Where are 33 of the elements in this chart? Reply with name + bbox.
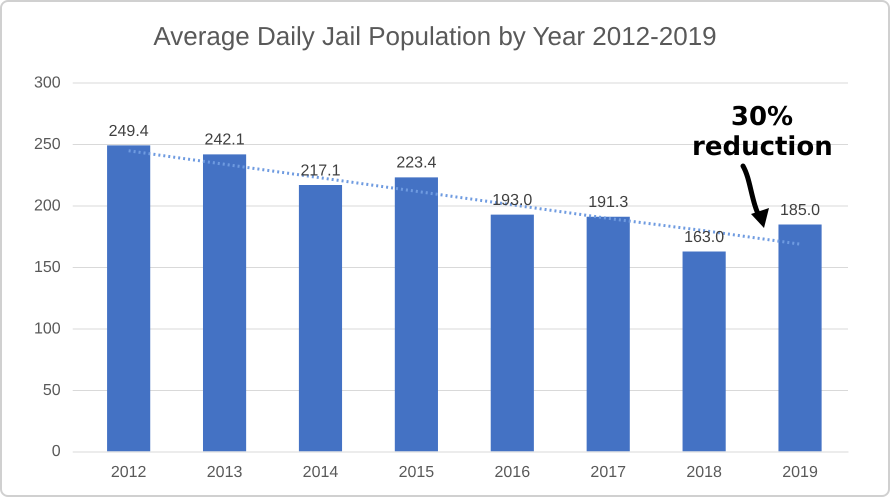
x-tick-label: 2015 [398, 464, 434, 481]
x-tick-label: 2019 [782, 464, 818, 481]
bar [298, 185, 342, 452]
x-tick-label: 2017 [590, 464, 626, 481]
x-tick-label: 2013 [206, 464, 242, 481]
data-label: 163.0 [684, 228, 724, 246]
data-label: 191.3 [588, 194, 628, 212]
y-tick-label: 50 [42, 382, 61, 399]
y-tick-label: 100 [34, 320, 61, 338]
y-tick-label: 300 [34, 74, 61, 92]
x-tick-label: 2014 [302, 464, 338, 481]
chart-title: Average Daily Jail Population by Year 2012-2019 [153, 20, 717, 51]
x-tick-label: 2012 [110, 464, 147, 481]
y-tick-label: 0 [52, 443, 61, 460]
y-tick-label: 200 [34, 197, 61, 214]
y-tick-label: 150 [34, 258, 61, 276]
bar [778, 224, 822, 452]
data-label: 223.4 [396, 154, 437, 172]
data-label: 185.0 [780, 202, 820, 219]
bar [202, 154, 246, 452]
bar [394, 177, 438, 452]
x-tick-label: 2018 [686, 464, 722, 481]
data-label: 249.4 [108, 122, 149, 140]
bar [107, 145, 150, 452]
bar [490, 214, 534, 452]
bar [682, 252, 726, 452]
y-tick-label: 250 [34, 136, 61, 154]
data-label: 242.1 [204, 132, 245, 149]
data-label: 217.1 [300, 162, 341, 180]
data-label: 193.0 [492, 192, 532, 210]
x-tick-label: 2016 [494, 464, 530, 481]
annotation: 30% reduction [692, 102, 833, 162]
bar [586, 216, 630, 452]
